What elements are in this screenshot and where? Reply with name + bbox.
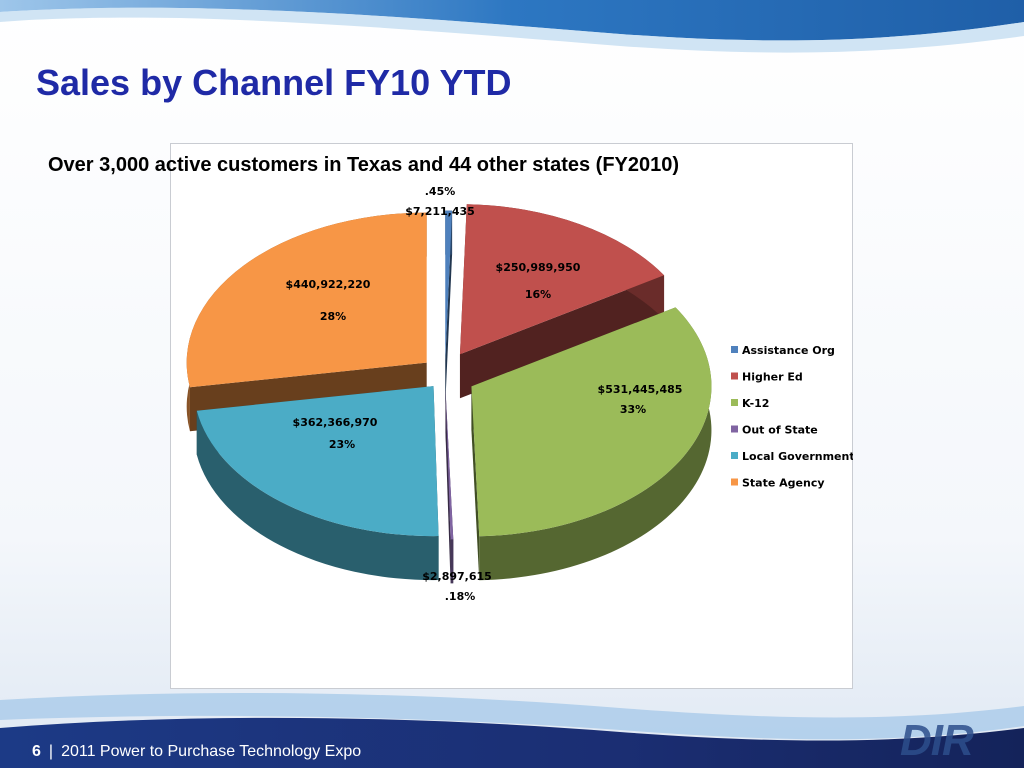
slice-top <box>196 386 439 537</box>
dir-logo: DIR <box>900 716 974 765</box>
header-wave <box>0 0 1024 41</box>
legend-swatch <box>731 372 738 380</box>
footer-wave-light <box>0 693 1024 740</box>
slice-side-wall <box>479 307 712 581</box>
legend-entry: Out of State <box>742 424 818 437</box>
legend-entry: K-12 <box>742 397 769 410</box>
data-label-value: $440,922,220 <box>286 278 371 291</box>
data-label-value: $7,211,435 <box>405 205 475 218</box>
slice-side-wall <box>196 410 439 581</box>
data-label-percent: 23% <box>329 438 355 451</box>
pie-slice-out-of-state <box>445 389 454 584</box>
slice-top <box>459 204 665 355</box>
legend-entry: Local Government <box>742 450 853 463</box>
data-label-percent: 16% <box>525 288 551 301</box>
legend-entry: Higher Ed <box>742 371 803 384</box>
slice-top <box>471 307 712 537</box>
footer-separator: | <box>48 743 54 760</box>
page-number: 6 <box>32 743 41 760</box>
data-label-value: $531,445,485 <box>598 383 683 396</box>
slice-cut-face <box>459 275 665 399</box>
data-label-value: $250,989,950 <box>496 261 581 274</box>
pie-chart: $7,211,435 .45% $250,989,950 16% $531,445,48… <box>186 185 853 603</box>
data-label-percent: 33% <box>620 403 646 416</box>
legend-swatch <box>731 478 738 486</box>
data-label-value: $362,366,970 <box>293 416 378 429</box>
slice-top <box>445 210 453 361</box>
slice-top <box>186 212 427 388</box>
slide-title: Sales by Channel FY10 YTD <box>36 62 512 103</box>
footer-band <box>0 717 1024 768</box>
footer: 6 | 2011 Power to Purchase Technology Expo <box>32 743 361 761</box>
footer-event-name: 2011 Power to Purchase Technology Expo <box>61 743 362 760</box>
slice-cut-face <box>445 210 453 405</box>
slice-cut-face <box>445 389 451 584</box>
legend-entry: Assistance Org <box>742 344 835 357</box>
legend-swatch <box>731 399 738 406</box>
pie-slice-assistance-org <box>445 210 453 405</box>
slice-cut-face <box>471 386 480 581</box>
legend-entry: State Agency <box>742 477 825 490</box>
slice-top <box>445 389 454 540</box>
chart-legend: Assistance Org Higher Ed K-12 Out of State L… <box>731 344 853 490</box>
data-label-percent: .18% <box>445 590 476 603</box>
legend-swatch <box>731 346 738 353</box>
pie-slice-higher-ed <box>459 204 665 399</box>
slice-side-wall <box>450 539 454 584</box>
legend-swatch <box>731 452 738 459</box>
pie-slice-k-12 <box>471 307 712 581</box>
slide-subtitle: Over 3,000 active customers in Texas and… <box>48 154 680 176</box>
legend-swatch <box>731 425 738 433</box>
data-label-percent: 28% <box>320 310 346 323</box>
data-label-percent: .45% <box>425 185 456 198</box>
data-label-value: $2,897,615 <box>422 570 492 583</box>
header-wave-light <box>0 7 1024 53</box>
pie-slice-local-government <box>196 386 439 581</box>
